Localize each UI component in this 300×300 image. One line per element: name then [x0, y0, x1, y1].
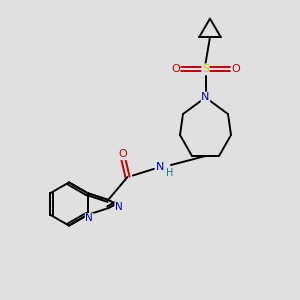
Text: S: S — [202, 64, 209, 74]
Text: N: N — [85, 213, 93, 224]
Text: O: O — [171, 64, 180, 74]
Text: O: O — [231, 64, 240, 74]
Text: O: O — [118, 149, 127, 160]
Text: N: N — [156, 161, 165, 172]
Text: N: N — [201, 92, 210, 103]
Text: H: H — [167, 168, 174, 178]
Text: N: N — [115, 202, 123, 212]
